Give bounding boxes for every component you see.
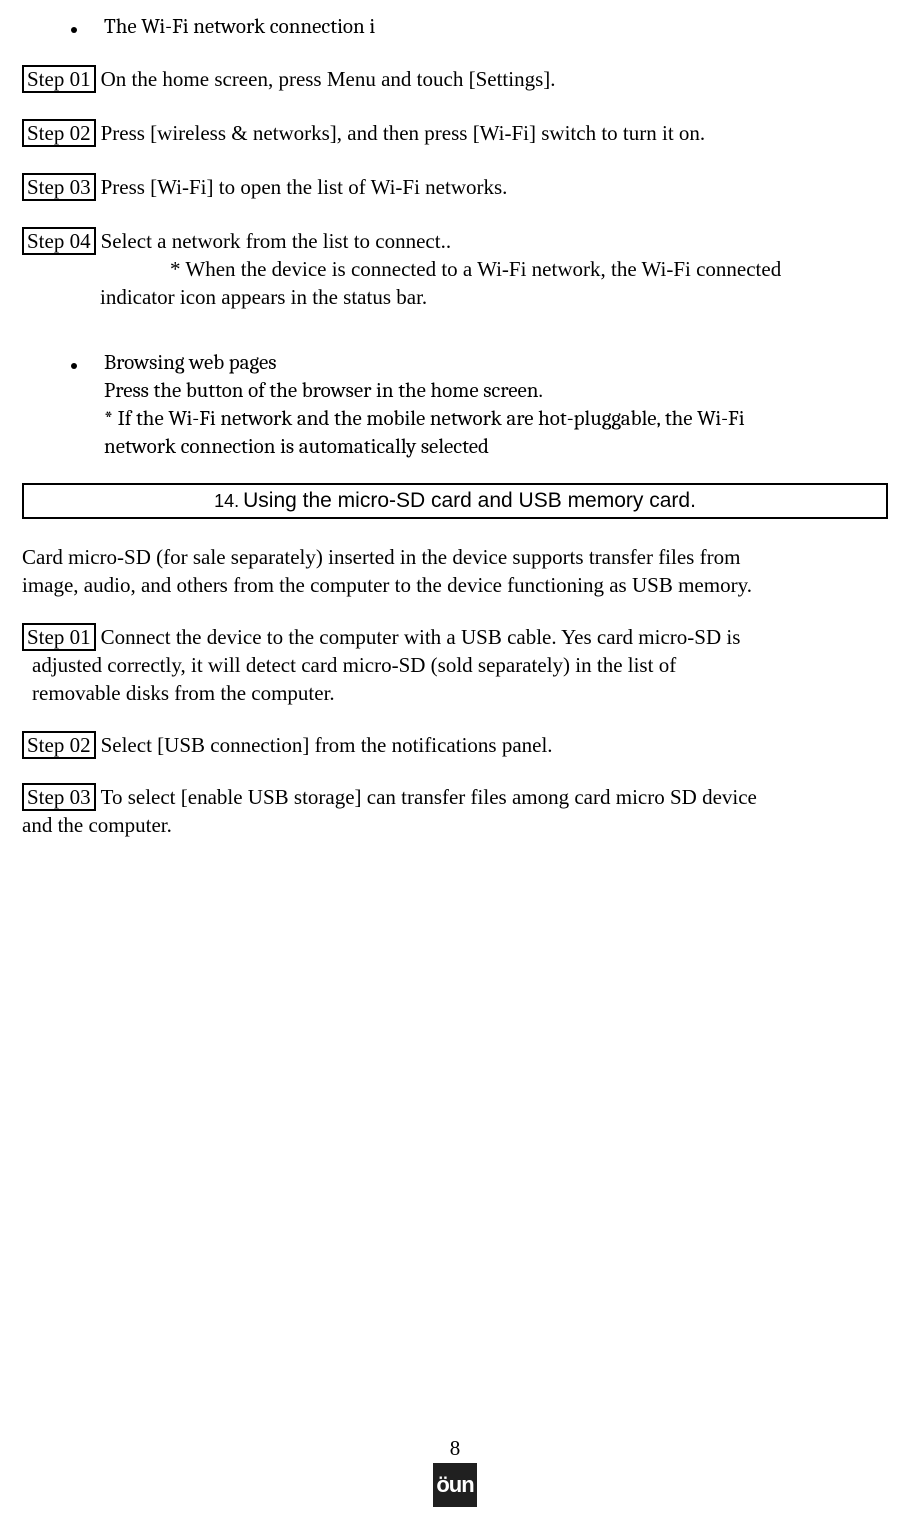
browsing-bullet-row: Browsing web pages xyxy=(71,351,888,375)
browsing-line2: * If the Wi-Fi network and the mobile ne… xyxy=(104,405,888,433)
logo-text: öun xyxy=(436,1472,473,1498)
wifi-steps: Step 01 On the home screen, press Menu a… xyxy=(22,65,888,311)
wifi-step04-note1: * When the device is connected to a Wi-F… xyxy=(170,255,888,283)
wifi-step03-line: Step 03 Press [Wi-Fi] to open the list o… xyxy=(22,173,888,201)
wifi-step04-line: Step 04 Select a network from the list t… xyxy=(22,227,888,255)
step-text: Select [USB connection] from the notific… xyxy=(101,731,553,759)
step-text: Press [wireless & networks], and then pr… xyxy=(101,119,706,147)
logo-icon: öun xyxy=(433,1463,477,1507)
browsing-line1: Press the button of the browser in the h… xyxy=(104,377,888,405)
step-label: Step 01 xyxy=(22,65,96,93)
wifi-bullet-row: The Wi-Fi network connection i xyxy=(71,15,888,39)
sd-step01-line: Step 01 Connect the device to the comput… xyxy=(22,623,888,651)
step-label: Step 03 xyxy=(22,783,96,811)
step-label: Step 02 xyxy=(22,119,96,147)
wifi-step04-note2: indicator icon appears in the status bar… xyxy=(100,283,888,311)
wifi-bullet-title: The Wi-Fi network connection i xyxy=(104,15,375,39)
sd-step02-line: Step 02 Select [USB connection] from the… xyxy=(22,731,888,759)
step-text: To select [enable USB storage] can trans… xyxy=(101,783,757,811)
step-label: Step 03 xyxy=(22,173,96,201)
step-text: Select a network from the list to connec… xyxy=(101,227,451,255)
section14-header: 14. Using the micro-SD card and USB memo… xyxy=(22,483,888,519)
sd-step03-line: Step 03 To select [enable USB storage] c… xyxy=(22,783,888,811)
step-text: Press [Wi-Fi] to open the list of Wi-Fi … xyxy=(101,173,508,201)
step-label: Step 01 xyxy=(22,623,96,651)
wifi-step01-line: Step 01 On the home screen, press Menu a… xyxy=(22,65,888,93)
bullet-icon xyxy=(71,27,77,33)
step-text: Connect the device to the computer with … xyxy=(101,623,741,651)
section14-intro1: Card micro-SD (for sale separately) inse… xyxy=(22,543,888,571)
step-text: On the home screen, press Menu and touch… xyxy=(101,65,556,93)
sd-step01-text3: removable disks from the computer. xyxy=(32,679,888,707)
section14-number: 14. xyxy=(214,491,239,511)
section14-title: Using the micro-SD card and USB memory c… xyxy=(243,489,696,512)
sd-step01-text2: adjusted correctly, it will detect card … xyxy=(32,651,888,679)
bullet-icon xyxy=(71,363,77,369)
step-label: Step 02 xyxy=(22,731,96,759)
wifi-step02-line: Step 02 Press [wireless & networks], and… xyxy=(22,119,888,147)
page-number: 8 xyxy=(0,1436,910,1461)
browsing-bullet-title: Browsing web pages xyxy=(104,351,276,375)
browsing-line3: network connection is automatically sele… xyxy=(104,433,888,461)
sd-step03-text2: and the computer. xyxy=(22,811,888,839)
step-label: Step 04 xyxy=(22,227,96,255)
section14-intro2: image, audio, and others from the comput… xyxy=(22,571,888,599)
